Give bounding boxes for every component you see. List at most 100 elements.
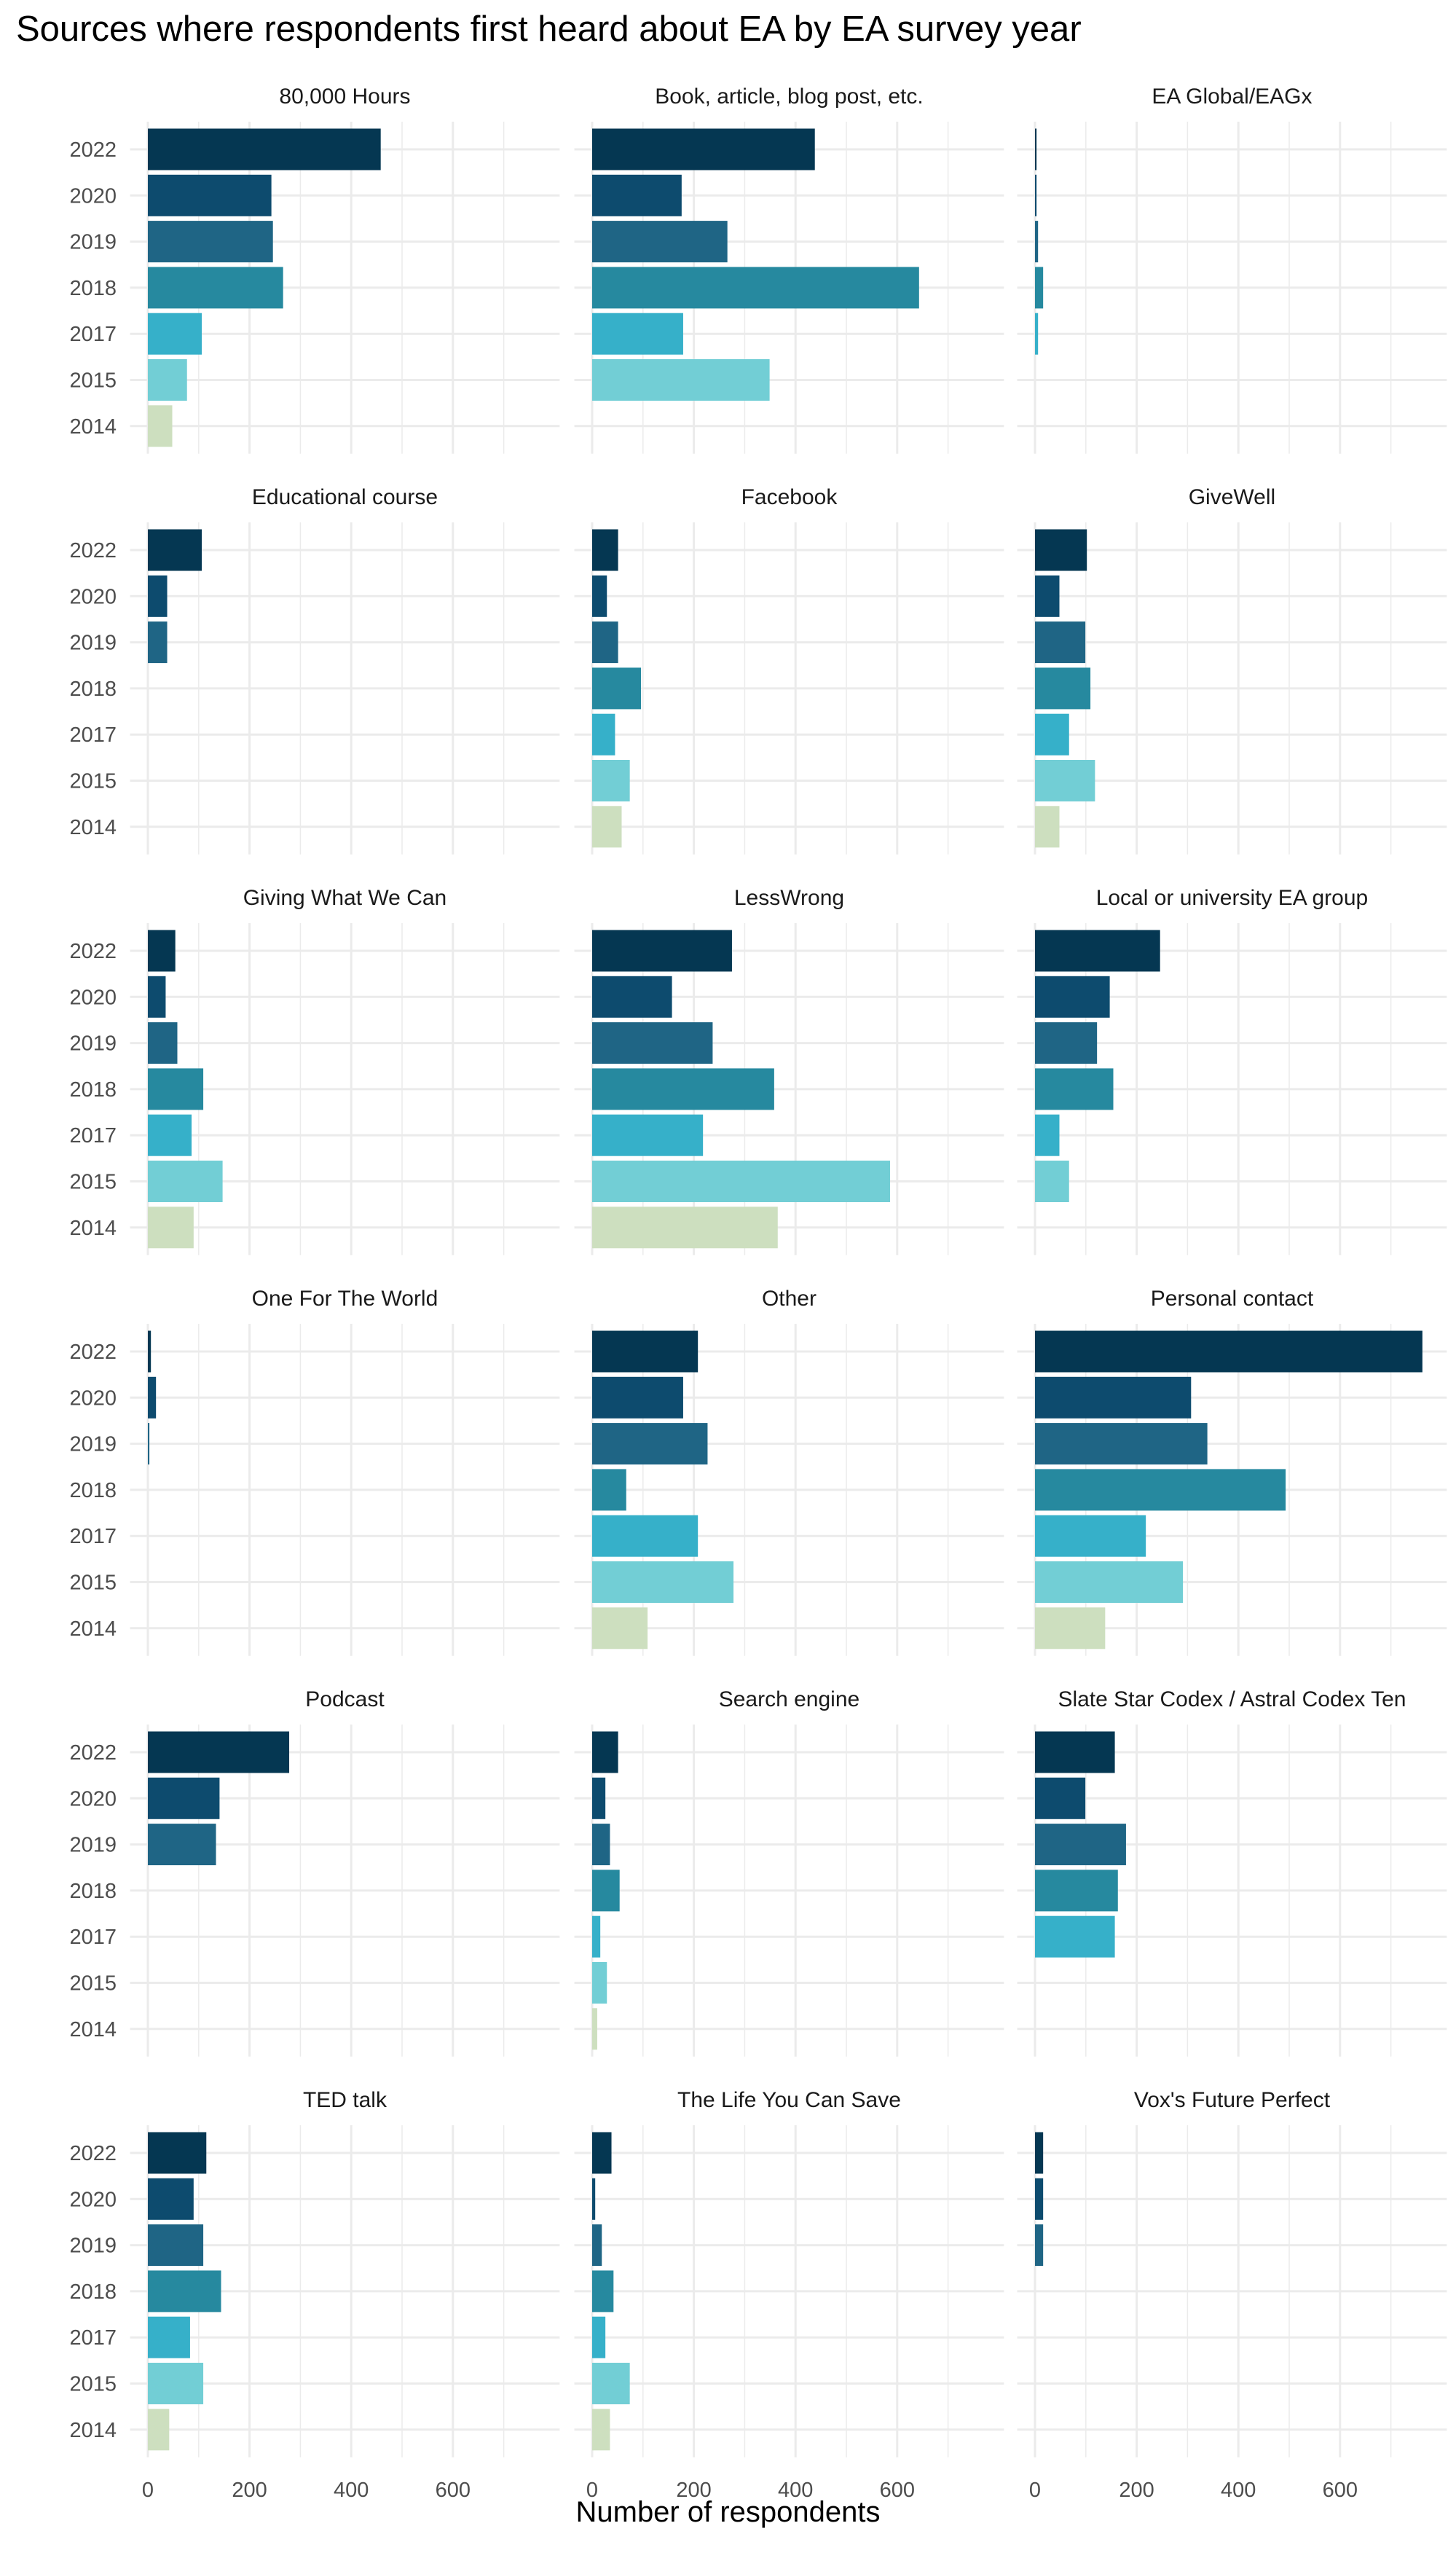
bar-2015 (592, 2363, 630, 2404)
facet-label: Educational course (252, 485, 438, 509)
facet-label: Podcast (305, 1687, 385, 1711)
y-tick-label: 2019 (69, 1433, 117, 1456)
bar-2020 (148, 174, 272, 216)
bar-2017 (592, 713, 615, 756)
bar-2020 (148, 1376, 157, 1419)
y-tick-label: 2022 (69, 940, 117, 963)
y-tick-label: 2017 (69, 1124, 117, 1148)
y-tick-label: 2019 (69, 1032, 117, 1056)
y-tick-label: 2014 (69, 1617, 117, 1641)
bar-2022 (1035, 1731, 1115, 1773)
bar-2018 (1035, 1469, 1286, 1511)
bar-2020 (592, 1376, 683, 1419)
bar-2015 (592, 1161, 891, 1202)
x-tick-label: 400 (1221, 2479, 1256, 2502)
y-tick-label: 2018 (69, 1479, 117, 1502)
facet-label: GiveWell (1189, 485, 1275, 509)
bar-2018 (1035, 267, 1044, 309)
bar-2015 (592, 760, 630, 801)
facet-label: EA Global/EAGx (1152, 85, 1312, 109)
y-tick-label: 2014 (69, 2419, 117, 2442)
facet-label: 80,000 Hours (279, 85, 410, 109)
bar-2017 (592, 2316, 606, 2358)
facet-label: Personal contact (1151, 1287, 1314, 1311)
facet-label: LessWrong (734, 886, 844, 910)
bar-2019 (148, 221, 273, 263)
y-tick-label: 2014 (69, 1217, 117, 1240)
bar-2018 (148, 1068, 204, 1110)
y-tick-label: 2014 (69, 816, 117, 839)
y-tick-label: 2022 (69, 1741, 117, 1765)
bar-2019 (592, 1022, 713, 1064)
bar-2018 (1035, 1068, 1114, 1110)
y-tick-label: 2020 (69, 1386, 117, 1410)
bar-2020 (592, 174, 682, 216)
bar-2022 (592, 2132, 612, 2174)
bar-2014 (592, 2409, 610, 2451)
bar-2022 (592, 1731, 618, 1773)
bar-2019 (148, 1824, 216, 1866)
bar-2022 (1035, 2132, 1044, 2174)
bar-2019 (1035, 621, 1086, 664)
bar-2020 (1035, 976, 1110, 1018)
y-tick-label: 2020 (69, 1787, 117, 1810)
x-tick-label: 200 (232, 2479, 267, 2502)
x-tick-label: 0 (1029, 2479, 1041, 2502)
bar-2019 (1035, 1423, 1208, 1465)
bar-2019 (1035, 1824, 1126, 1866)
bar-2015 (148, 1161, 223, 1202)
bar-2018 (592, 667, 642, 710)
bar-2017 (148, 313, 202, 355)
y-tick-label: 2018 (69, 2280, 117, 2304)
chart-title: Sources where respondents first heard ab… (16, 9, 1082, 49)
y-tick-label: 2017 (69, 1525, 117, 1548)
bar-2019 (148, 2224, 204, 2267)
bar-2020 (592, 1777, 606, 1819)
bar-2022 (148, 930, 176, 972)
bar-2014 (1035, 806, 1060, 848)
bar-2015 (148, 2363, 204, 2404)
x-axis-label: Number of respondents (575, 2496, 881, 2528)
bar-2017 (592, 1915, 601, 1958)
bar-2020 (1035, 575, 1060, 617)
y-tick-label: 2022 (69, 539, 117, 562)
facet-label: Other (762, 1287, 816, 1311)
y-tick-label: 2017 (69, 1926, 117, 1949)
bar-2020 (148, 1777, 220, 1819)
bar-2019 (148, 1022, 178, 1064)
bar-2018 (592, 1469, 626, 1511)
x-tick-label: 400 (778, 2479, 813, 2502)
bar-2017 (1035, 713, 1069, 756)
x-tick-label: 0 (142, 2479, 154, 2502)
bar-2020 (592, 575, 607, 617)
bar-2017 (148, 2316, 190, 2358)
bar-2022 (1035, 1330, 1422, 1373)
bar-2022 (148, 529, 202, 571)
y-tick-label: 2015 (69, 1972, 117, 1996)
y-tick-label: 2017 (69, 2326, 117, 2350)
y-tick-label: 2017 (69, 723, 117, 747)
bar-2020 (592, 2178, 596, 2220)
bar-2018 (592, 1870, 620, 1912)
x-tick-label: 600 (880, 2479, 915, 2502)
bar-2014 (148, 1207, 194, 1249)
bar-2022 (592, 128, 815, 170)
bar-2020 (1035, 174, 1037, 216)
facet-label: Vox's Future Perfect (1134, 2088, 1331, 2112)
facet-label: Book, article, blog post, etc. (655, 85, 924, 109)
bar-2022 (148, 2132, 207, 2174)
bar-2020 (1035, 1777, 1086, 1819)
bar-2019 (592, 221, 728, 263)
x-tick-label: 600 (1323, 2479, 1358, 2502)
bar-2019 (592, 1423, 708, 1465)
bar-2017 (592, 1114, 704, 1156)
bar-2018 (148, 2270, 221, 2312)
y-tick-label: 2015 (69, 2373, 117, 2396)
bar-2019 (148, 1423, 150, 1465)
bar-2022 (148, 1330, 151, 1373)
bar-2014 (592, 1207, 778, 1249)
y-tick-label: 2018 (69, 1880, 117, 1903)
bar-2017 (1035, 313, 1039, 355)
bar-2018 (592, 1068, 774, 1110)
